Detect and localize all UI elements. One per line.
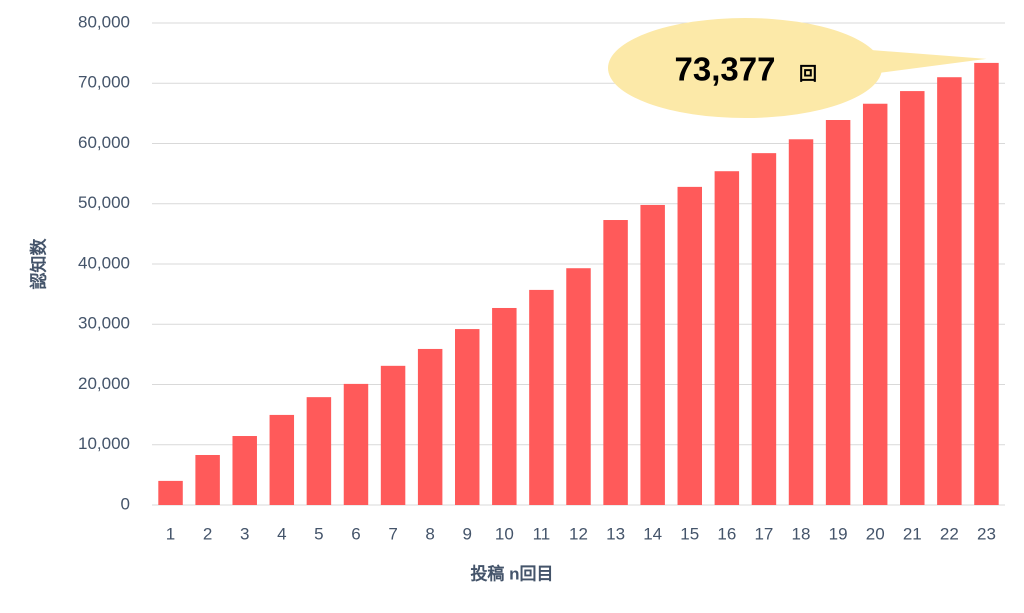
x-tick-label: 3 [240,524,249,543]
bar [751,153,777,505]
x-tick-label: 19 [829,524,848,543]
bar [640,204,665,505]
y-tick-label: 60,000 [78,133,130,152]
bar [232,436,257,505]
bar [417,348,443,505]
bar [306,397,332,505]
x-tick-label: 20 [866,524,885,543]
bar [492,307,517,505]
y-tick-label: 40,000 [78,253,130,272]
bar [714,171,740,505]
bar [455,329,480,505]
x-axis-title: 投稿 n回目 [470,563,553,583]
bar [269,414,295,505]
callout-unit: 回 [799,64,817,84]
callout-value: 73,377 [675,51,776,88]
bar [825,120,851,505]
callout-bubble [608,18,882,118]
x-tick-label: 23 [977,524,996,543]
bar [974,62,999,506]
x-tick-label: 13 [606,524,625,543]
y-tick-label: 70,000 [78,73,130,92]
x-tick-label: 16 [717,524,736,543]
x-tick-label: 2 [203,524,212,543]
x-tick-label: 4 [277,524,286,543]
bar [862,103,888,506]
y-axis-title: 認知数 [28,238,48,290]
y-tick-label: 0 [121,494,130,513]
bar [788,139,814,505]
y-tick-label: 20,000 [78,374,130,393]
bar [158,480,183,505]
bar [937,77,962,505]
bar [529,289,554,505]
y-tick-label: 80,000 [78,12,130,31]
bar [343,383,369,505]
x-tick-label: 21 [903,524,922,543]
y-tick-label: 10,000 [78,434,130,453]
bar [900,91,925,506]
bar [603,220,628,505]
x-tick-label: 17 [754,524,773,543]
bar [566,268,591,505]
bar [380,365,406,505]
x-tick-label: 6 [351,524,360,543]
callout: 73,377 回 [608,18,987,118]
x-tick-label: 12 [569,524,588,543]
bar [195,454,220,505]
x-tick-label: 10 [495,524,514,543]
x-tick-label: 11 [533,524,551,543]
x-tick-label: 5 [314,524,323,543]
y-tick-label: 30,000 [78,314,130,333]
x-tick-label: 18 [792,524,811,543]
bar [677,186,702,505]
x-tick-label: 9 [463,524,472,543]
x-tick-label: 14 [643,524,662,543]
x-tick-label: 7 [388,524,397,543]
x-tick-label: 1 [166,524,175,543]
x-tick-label: 15 [680,524,699,543]
x-tick-label: 22 [940,524,959,543]
x-tick-label: 8 [425,524,434,543]
y-tick-label: 50,000 [78,193,130,212]
